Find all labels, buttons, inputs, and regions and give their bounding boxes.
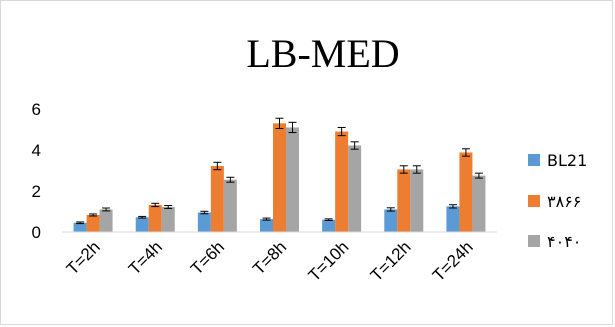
x-tick-label: T=12h [367, 237, 415, 285]
bar [335, 131, 349, 232]
bar [99, 209, 113, 232]
legend: BL21 ۳۸۶۶ ۴۰۴۰ [528, 151, 587, 251]
bar [286, 127, 299, 232]
bar [397, 169, 411, 232]
bar [446, 206, 460, 232]
chart-title: LB-MED [246, 31, 399, 76]
bar [73, 222, 87, 232]
bar [410, 169, 424, 232]
x-tick-label: T=8h [249, 237, 290, 278]
bar-group [73, 123, 486, 232]
y-tick-label: 4 [32, 141, 41, 160]
bar [384, 209, 398, 232]
bar [273, 123, 286, 232]
legend-swatch [528, 195, 540, 207]
x-tick-label: T=6h [187, 237, 228, 278]
legend-label: ۳۸۶۶ [547, 192, 581, 211]
bar [322, 219, 336, 232]
x-tick-label: T=24h [429, 237, 477, 285]
x-axis-ticks: T=2h T=4h T=6h T=8h T=10h T=12h T=24h [63, 237, 477, 285]
bar [135, 217, 149, 232]
x-tick-label: T=10h [305, 237, 353, 285]
bar [161, 206, 175, 232]
bar [260, 219, 273, 232]
bar [210, 165, 224, 232]
bar [197, 212, 211, 232]
bar [223, 179, 237, 232]
x-tick-label: T=2h [63, 237, 104, 278]
legend-label: ۴۰۴۰ [547, 232, 581, 251]
legend-swatch [528, 235, 540, 247]
bar [348, 145, 362, 232]
bar [472, 175, 486, 232]
y-axis-ticks: 0 2 4 6 [32, 100, 41, 242]
x-tick-label: T=4h [125, 237, 166, 278]
bar [459, 152, 473, 232]
y-tick-label: 6 [32, 100, 41, 119]
legend-swatch [528, 154, 540, 166]
bar [148, 204, 162, 232]
error-bar-group [76, 117, 483, 225]
y-tick-label: 2 [32, 182, 41, 201]
y-tick-label: 0 [32, 223, 41, 242]
legend-label: BL21 [547, 151, 587, 170]
bar [86, 214, 100, 232]
